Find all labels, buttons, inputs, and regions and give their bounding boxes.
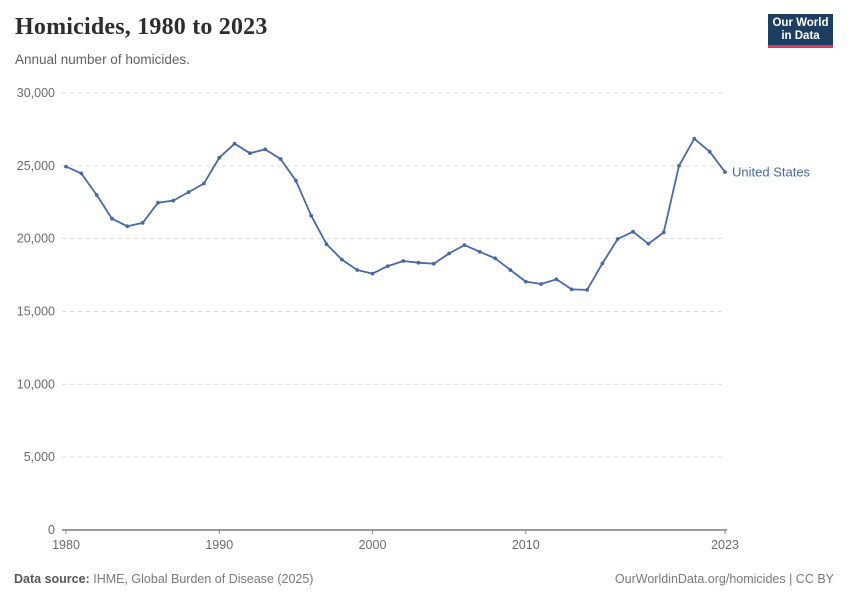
data-point (79, 171, 84, 176)
data-point (631, 229, 635, 234)
data-point (186, 190, 191, 195)
data-point (294, 178, 298, 183)
data-point (477, 249, 482, 254)
data-point (355, 268, 360, 272)
y-axis-labels: 0 5,000 10,000 15,000 20,000 25,000 30,000 (17, 86, 55, 537)
data-source-text: IHME, Global Burden of Disease (2025) (93, 572, 314, 586)
data-point (217, 155, 222, 160)
data-point (309, 213, 314, 218)
chart-footer: Data source: IHME, Global Burden of Dise… (0, 566, 850, 592)
data-point (248, 151, 252, 156)
data-point (431, 261, 436, 266)
data-point (110, 216, 114, 221)
owid-logo-line2: in Data (781, 29, 820, 42)
data-point (64, 164, 68, 169)
data-point (278, 157, 283, 161)
data-point (493, 256, 497, 261)
data-point (370, 271, 375, 276)
data-point (569, 287, 574, 292)
y-tick-label: 15,000 (17, 305, 55, 319)
x-tick-label: 2000 (359, 538, 387, 552)
data-point (140, 221, 145, 225)
data-source: Data source: IHME, Global Burden of Dise… (14, 572, 313, 586)
data-point (171, 198, 176, 203)
data-point (615, 237, 620, 241)
data-point (677, 163, 681, 168)
x-axis: 1980 1990 2000 2010 2023 (52, 529, 739, 552)
chart-subtitle: Annual number of homicides. (15, 52, 190, 67)
data-point (156, 200, 160, 205)
data-point (462, 243, 467, 248)
data-point (600, 261, 605, 266)
data-point (385, 264, 390, 268)
data-source-label: Data source: (14, 572, 90, 586)
y-tick-label: 5,000 (24, 450, 55, 464)
data-point (447, 251, 451, 256)
data-point (723, 170, 727, 174)
data-point (94, 193, 99, 197)
data-point (692, 136, 697, 141)
data-point (707, 149, 712, 154)
data-point (202, 181, 206, 186)
data-point (646, 241, 651, 246)
y-gridlines (62, 92, 726, 458)
owid-logo-line1: Our World (772, 16, 829, 29)
y-tick-label: 25,000 (17, 159, 55, 173)
data-point (232, 141, 237, 146)
data-point (324, 242, 329, 247)
data-point (340, 257, 344, 262)
y-tick-label: 20,000 (17, 232, 55, 246)
data-point (523, 279, 528, 284)
data-line (65, 137, 726, 291)
data-point (125, 224, 130, 229)
data-point (416, 260, 421, 265)
x-tick-label: 2010 (512, 538, 540, 552)
x-tick-label: 1980 (52, 538, 80, 552)
data-point (263, 147, 268, 152)
data-point (661, 230, 666, 235)
y-tick-label: 30,000 (17, 86, 55, 100)
y-tick-label: 10,000 (17, 377, 55, 391)
page-title: Homicides, 1980 to 2023 (15, 14, 268, 40)
data-point (401, 259, 406, 263)
owid-logo: Our World in Data (768, 14, 833, 48)
data-points (64, 136, 727, 292)
footer-link[interactable]: OurWorldinData.org/homicides | CC BY (614, 572, 834, 586)
x-tick-label: 1990 (205, 538, 233, 552)
data-point (508, 268, 513, 272)
data-point (585, 288, 589, 292)
data-point (554, 277, 559, 282)
series-label: United States (732, 164, 811, 179)
x-tick-label: 2023 (711, 538, 739, 552)
data-point (539, 282, 543, 286)
y-tick-label: 0 (48, 523, 55, 537)
